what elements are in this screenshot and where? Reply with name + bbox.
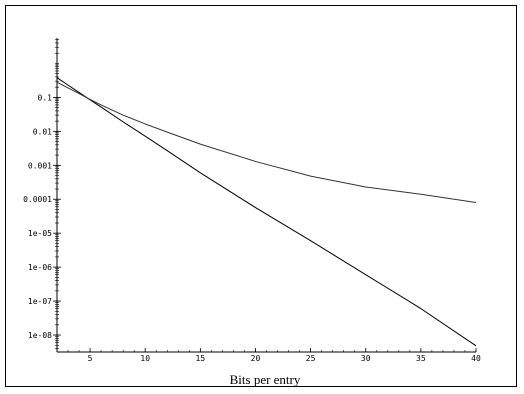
x-tick-label: 35: [416, 354, 426, 363]
y-tick-label: 1e-08: [28, 331, 52, 340]
y-tick-label: 1e-06: [28, 263, 52, 272]
y-tick-label: 0.0001: [23, 195, 52, 204]
x-tick-label: 20: [251, 354, 261, 363]
x-axis-label: Bits per entry: [230, 372, 301, 387]
x-tick-label: 25: [306, 354, 316, 363]
y-tick-label: 1e-07: [28, 297, 52, 306]
y-tick-label: 0.1: [38, 93, 53, 102]
series-line-2: [56, 81, 477, 204]
y-tick-label: 0.001: [28, 161, 52, 170]
x-tick-label: 5: [88, 354, 93, 363]
y-tick-label: 1e-05: [28, 229, 52, 238]
ticks: 5 10 15 20 25 30 35 40 0.1 0.01 0.001 0.0001 1e-05 1e…: [23, 39, 481, 363]
axes: [56, 38, 476, 353]
y-tick-label: 0.01: [33, 127, 52, 136]
x-tick-label: 10: [140, 354, 150, 363]
series-lines: [56, 77, 477, 347]
x-tick-label: 30: [361, 354, 371, 363]
x-tick-label: 15: [196, 354, 206, 363]
x-tick-label: 40: [471, 354, 481, 363]
series-line-1: [56, 77, 477, 347]
